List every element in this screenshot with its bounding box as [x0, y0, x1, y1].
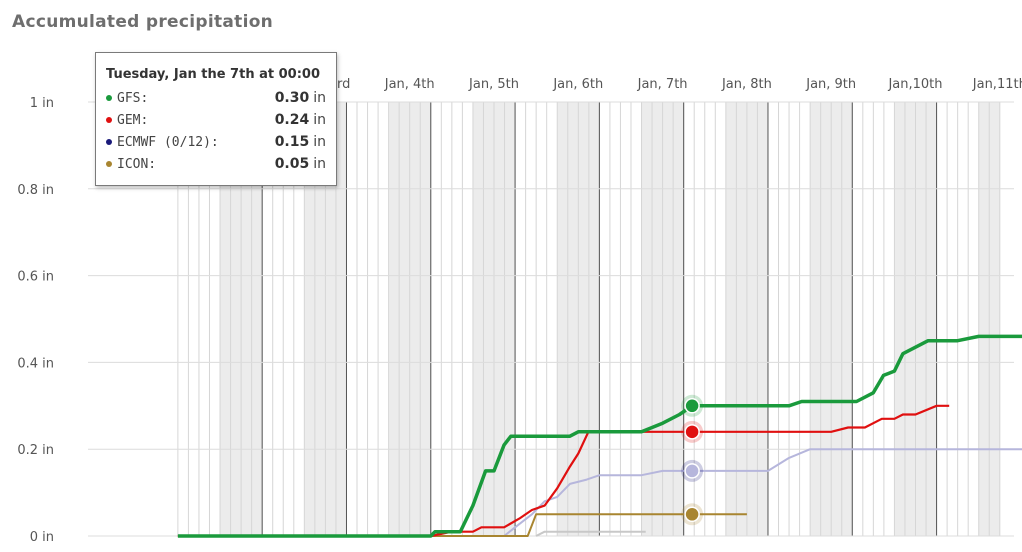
y-tick-label: 0.6 in — [17, 270, 54, 285]
y-tick-label: 1 in — [30, 96, 54, 111]
hover-marker — [684, 424, 700, 440]
x-tick-label: Jan, 9th — [805, 77, 856, 92]
tooltip-value: 0.15 — [274, 134, 310, 150]
hover-marker — [684, 398, 700, 414]
gfs-dot-icon — [106, 95, 112, 101]
tooltip-value: 0.24 — [274, 112, 310, 128]
tooltip-row-gem: GEM: 0.24 in — [106, 109, 326, 131]
y-axis-labels: 0 in 0.2 in 0.4 in 0.6 in 0.8 in 1 in — [17, 96, 54, 545]
tooltip-unit: in — [313, 134, 326, 150]
tooltip-series-name: ECMWF (0/12): — [117, 134, 219, 150]
hover-marker — [684, 463, 700, 479]
gem-dot-icon — [106, 117, 112, 123]
series-line — [535, 530, 646, 537]
tooltip-unit: in — [313, 156, 326, 172]
x-tick-label: Jan, 6th — [552, 77, 603, 92]
tooltip-row-ecmwf: ECMWF (0/12): 0.15 in — [106, 131, 326, 153]
icon-model-dot-icon — [106, 161, 112, 167]
series-lines — [177, 334, 1022, 538]
y-tick-label: 0 in — [30, 530, 54, 545]
tooltip-unit: in — [313, 112, 326, 128]
hover-marker — [684, 506, 700, 523]
tooltip-series-name: GEM: — [117, 112, 149, 128]
x-tick-label: Jan, 7th — [637, 77, 688, 92]
x-tick-label: Jan,11th — [972, 77, 1022, 92]
tooltip-header: Tuesday, Jan the 7th at 00:00 — [106, 67, 320, 82]
tooltip-value: 0.30 — [274, 90, 310, 106]
y-tick-label: 0.4 in — [17, 356, 54, 371]
x-tick-label: Jan,10th — [887, 77, 942, 92]
x-tick-label: Jan, 5th — [468, 77, 519, 92]
tooltip-series-name: GFS: — [117, 90, 149, 106]
y-tick-label: 0.8 in — [17, 183, 54, 198]
tooltip-series-name: ICON: — [117, 156, 157, 172]
tooltip: Tuesday, Jan the 7th at 00:00 GFS: 0.30 … — [95, 52, 337, 186]
tooltip-unit: in — [313, 90, 326, 106]
series-line — [177, 334, 1022, 538]
tooltip-row-gfs: GFS: 0.30 in — [106, 87, 326, 109]
vertical-gridlines — [177, 102, 1001, 536]
tooltip-row-icon: ICON: 0.05 in — [106, 153, 326, 175]
chart-title: Accumulated precipitation — [12, 12, 274, 32]
x-tick-label: Jan, 4th — [384, 77, 435, 92]
y-tick-label: 0.2 in — [17, 443, 54, 458]
series-line — [177, 448, 1022, 537]
series-line — [177, 404, 950, 538]
tooltip-value: 0.05 — [274, 156, 310, 172]
x-tick-label: Jan, 8th — [721, 77, 772, 92]
hover-markers — [681, 394, 704, 526]
ecmwf-dot-icon — [106, 139, 112, 145]
